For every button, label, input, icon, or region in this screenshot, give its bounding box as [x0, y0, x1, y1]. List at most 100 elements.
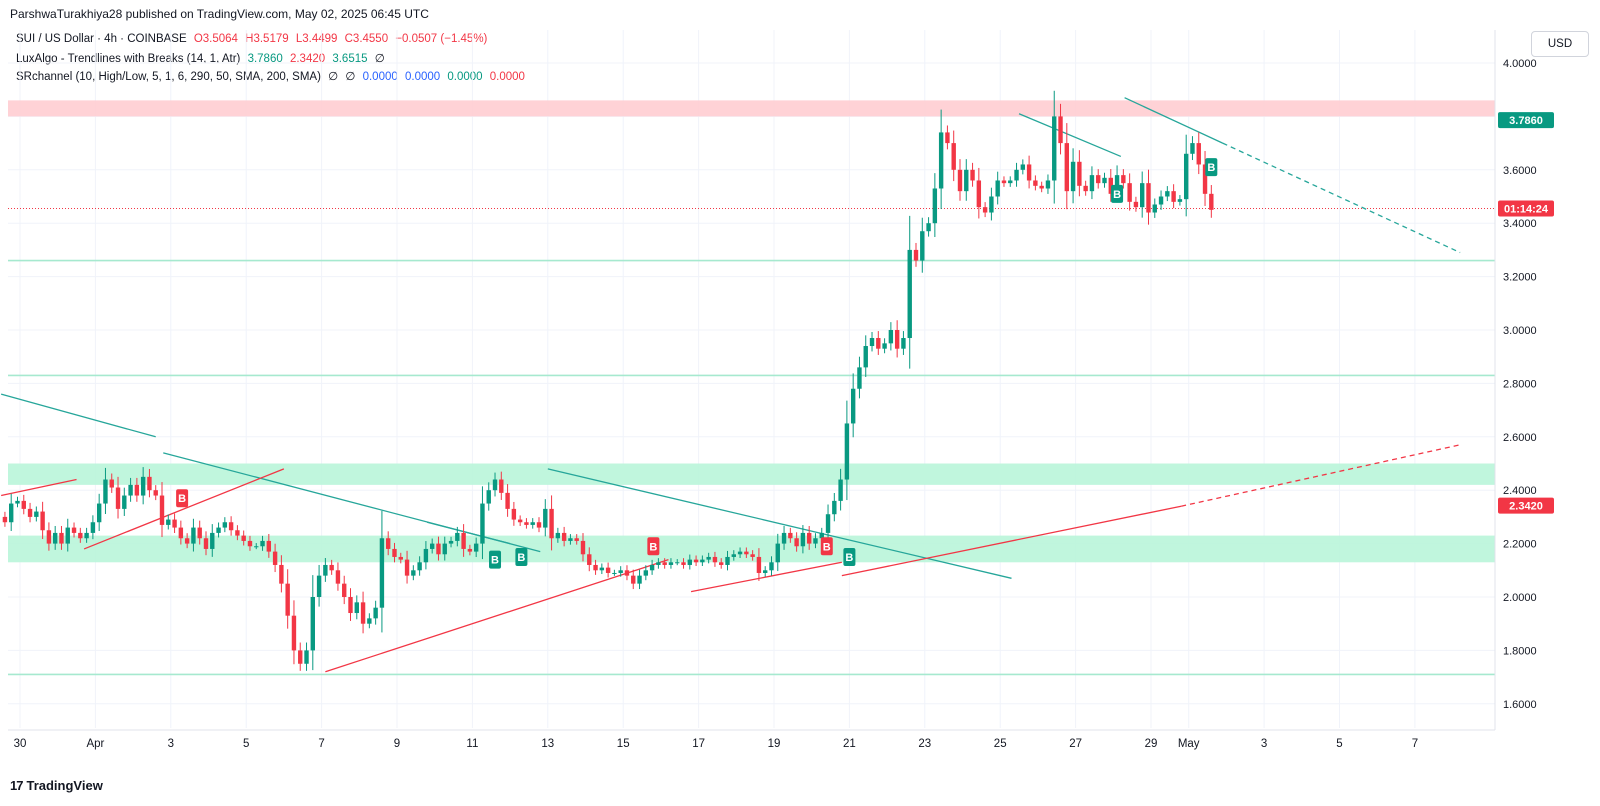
candle-body [649, 564, 655, 571]
currency-button[interactable]: USD [1531, 31, 1589, 57]
candle-body [788, 532, 793, 539]
candle-body [662, 562, 667, 565]
candle-body [587, 554, 592, 565]
candle-body [109, 479, 114, 488]
symbol-legend[interactable]: SUI / US Dollar · 4h · COINBASE O3.5064 … [16, 33, 491, 45]
price-tag-bg [1498, 112, 1554, 129]
break-marker-badge [647, 537, 660, 556]
candle-body [128, 484, 133, 496]
candle-body [354, 602, 359, 614]
x-tick-label: 13 [541, 738, 554, 750]
candle-body [561, 532, 567, 541]
candle-body [335, 570, 341, 584]
candle-body [423, 548, 429, 563]
y-tick-label: 3.0000 [1503, 325, 1537, 337]
x-tick-label: 11 [466, 738, 478, 750]
candle-body [951, 143, 956, 170]
candle-body [1064, 143, 1070, 192]
candle-body [191, 527, 196, 544]
candle-body [436, 543, 441, 555]
y-tick-label: 1.6000 [1503, 699, 1537, 711]
candle-body [254, 546, 259, 548]
candle-body [618, 570, 623, 573]
candle-body [781, 532, 787, 544]
candle-body [555, 532, 561, 539]
candle-body [266, 540, 272, 552]
candle-body [467, 548, 473, 552]
candle-body [84, 532, 89, 539]
candle-body [291, 615, 297, 651]
break-marker-badge [1111, 184, 1124, 203]
candle-body [122, 495, 127, 509]
y-tick-label: 2.4000 [1503, 485, 1537, 497]
candle-body [681, 562, 686, 565]
candle-body [46, 530, 52, 544]
x-tick-label: 3 [168, 738, 174, 750]
candle-body [140, 476, 146, 496]
tradingview-brand[interactable]: 17 TradingView [10, 778, 103, 793]
candle-body [379, 538, 385, 608]
candle-body [499, 479, 504, 493]
x-tick-label: 15 [617, 738, 630, 750]
candle-body [1165, 191, 1170, 197]
trendline [1, 478, 77, 497]
candle-body [737, 551, 743, 555]
indicator-value: ∅ [345, 71, 356, 83]
x-tick-label: 5 [243, 738, 249, 750]
candle-body [216, 527, 221, 533]
indicator-value: 0.0000 [404, 71, 441, 83]
candle-body [1209, 193, 1214, 210]
candle-body [398, 556, 403, 560]
candle-body [763, 570, 768, 573]
indicator-legend-srchannel[interactable]: SRchannel (10, High/Low, 5, 1, 6, 290, 5… [16, 69, 529, 83]
candle-body [976, 180, 982, 208]
candle-body [360, 602, 366, 624]
y-tick-label: 3.4000 [1503, 218, 1537, 230]
break-marker: B [1205, 158, 1218, 177]
y-tick-label: 2.8000 [1503, 378, 1537, 390]
indicator-value: 0.0000 [447, 71, 483, 83]
candle-body [957, 169, 963, 192]
candle-body [706, 556, 711, 560]
x-tick-label: 30 [14, 738, 27, 750]
candle-body [1033, 180, 1038, 186]
price-tag: 01:14:24 [1498, 200, 1554, 217]
candle-body [806, 532, 812, 544]
break-marker-badge [176, 489, 189, 508]
candle-body [1183, 153, 1189, 200]
candle-body [27, 508, 33, 517]
candle-body [21, 500, 26, 509]
candle-body [1171, 191, 1176, 202]
candle-body [367, 618, 372, 624]
candle-body [272, 551, 278, 565]
candle-body [750, 554, 755, 557]
break-marker: B [489, 550, 502, 569]
candle-body [166, 519, 171, 525]
candle-body [964, 169, 969, 192]
x-tick-label: 3 [1261, 738, 1267, 750]
candle-body [907, 249, 912, 339]
x-tick-label: 9 [394, 738, 400, 750]
candle-body [203, 538, 209, 549]
sr-zone [8, 463, 1495, 485]
candle-body [938, 132, 944, 189]
candle-body [1014, 169, 1019, 181]
candle-body [1058, 116, 1063, 144]
candle-body [505, 492, 510, 509]
x-tick-label: 17 [692, 738, 705, 750]
candle-body [675, 562, 680, 564]
candle-body [574, 538, 579, 541]
indicator-legend-trendlines[interactable]: LuxAlgo - Trendlines with Breaks (14, 1,… [16, 51, 389, 65]
candle-body [153, 490, 158, 496]
candle-body [813, 538, 818, 544]
indicator-value: 2.3420 [289, 53, 326, 65]
candle-body [857, 367, 862, 389]
candle-body [285, 583, 290, 616]
candle-body [913, 249, 919, 261]
break-marker-badge [1205, 158, 1218, 177]
ohlc-change: −0.0507 (−1.45%) [395, 33, 488, 45]
candle-body [1070, 161, 1076, 192]
candle-body [348, 597, 353, 614]
candle-body [1190, 143, 1195, 154]
